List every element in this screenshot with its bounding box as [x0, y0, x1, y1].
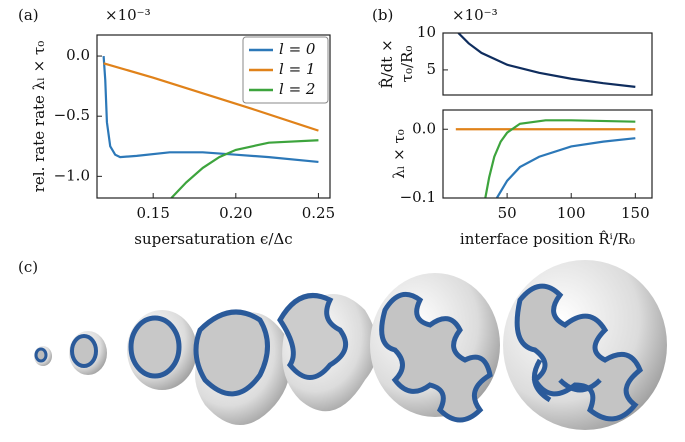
x-tick-label: 0.15 [136, 204, 169, 222]
y-axis-label: τ₀/R₀ [398, 46, 416, 83]
legend-label: l = 0 [279, 40, 316, 58]
x-tick-label: 0.20 [219, 204, 252, 222]
x-tick-label: 100 [557, 204, 586, 222]
y-axis-label: R̂/dt × [378, 39, 396, 88]
x-tick-label: 0.25 [302, 204, 335, 222]
y-tick-label: 10 [417, 23, 436, 41]
data-line [485, 120, 635, 198]
y-axis-label: λₗ × τ₀ [390, 129, 408, 179]
y-tick-label: −0.5 [54, 106, 90, 124]
y-tick-label: −0.1 [400, 188, 436, 206]
panel-label: (c) [18, 258, 38, 276]
y-tick-label: 0.0 [66, 46, 90, 64]
data-line [497, 138, 635, 198]
legend-label: l = 2 [279, 80, 315, 98]
y-tick-label: −1.0 [54, 166, 90, 184]
panel-label: (b) [372, 6, 393, 24]
panel-label: (a) [18, 6, 39, 24]
data-line [458, 33, 635, 87]
offset-label: ×10⁻³ [105, 6, 151, 24]
y-tick-label: 5 [426, 60, 436, 78]
x-axis-label: interface position R̂ⁱ/R₀ [460, 230, 635, 248]
x-tick-label: 150 [621, 204, 650, 222]
data-line [171, 140, 318, 198]
x-tick-label: 50 [498, 204, 517, 222]
figure: (c) 0.15 0.20 0.25 0.0 −0.5 −1.0 (a) ×10⁻³ super… [0, 0, 685, 442]
renderings [34, 260, 667, 430]
y-axis-label: rel. rate rate λₗ × τ₀ [30, 41, 48, 193]
legend-label: l = 1 [279, 60, 315, 78]
y-tick-label: 0.0 [412, 119, 436, 137]
offset-label: ×10⁻³ [452, 6, 498, 24]
x-axis-label: supersaturation ϵ/Δc [134, 230, 292, 248]
